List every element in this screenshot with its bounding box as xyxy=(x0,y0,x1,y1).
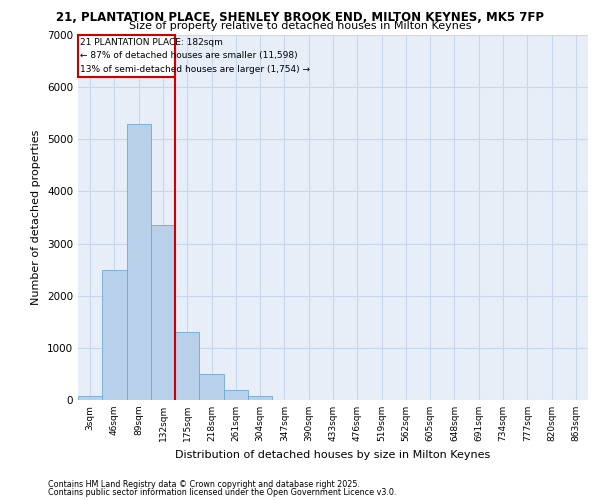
Bar xyxy=(248,396,272,400)
Text: Contains HM Land Registry data © Crown copyright and database right 2025.: Contains HM Land Registry data © Crown c… xyxy=(48,480,360,489)
Bar xyxy=(78,396,102,400)
Bar xyxy=(199,374,224,400)
Text: 21 PLANTATION PLACE: 182sqm
← 87% of detached houses are smaller (11,598)
13% of: 21 PLANTATION PLACE: 182sqm ← 87% of det… xyxy=(80,38,310,74)
Bar xyxy=(224,390,248,400)
Bar xyxy=(175,332,199,400)
Bar xyxy=(151,226,175,400)
Text: 21, PLANTATION PLACE, SHENLEY BROOK END, MILTON KEYNES, MK5 7FP: 21, PLANTATION PLACE, SHENLEY BROOK END,… xyxy=(56,11,544,24)
Text: Size of property relative to detached houses in Milton Keynes: Size of property relative to detached ho… xyxy=(129,21,471,31)
Y-axis label: Number of detached properties: Number of detached properties xyxy=(31,130,41,305)
FancyBboxPatch shape xyxy=(78,35,175,76)
Text: Contains public sector information licensed under the Open Government Licence v3: Contains public sector information licen… xyxy=(48,488,397,497)
Bar xyxy=(102,270,127,400)
Bar xyxy=(127,124,151,400)
X-axis label: Distribution of detached houses by size in Milton Keynes: Distribution of detached houses by size … xyxy=(175,450,491,460)
